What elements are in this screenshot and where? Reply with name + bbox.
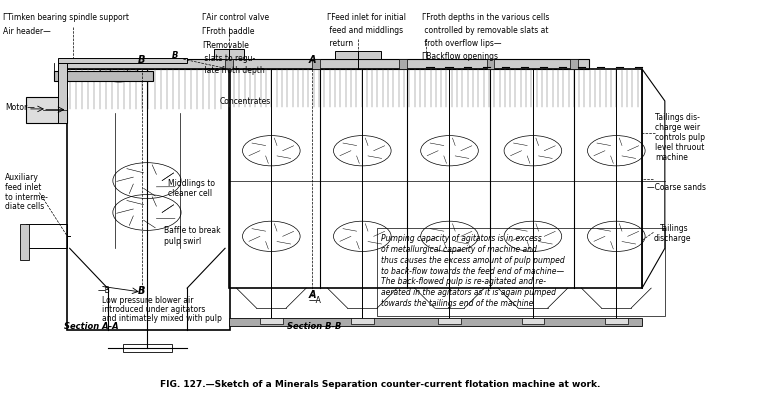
Text: towards the tailings end of the machine: towards the tailings end of the machine <box>380 299 533 308</box>
Bar <box>26 225 68 248</box>
Text: ΓFroth paddle: ΓFroth paddle <box>202 27 255 36</box>
Bar <box>123 344 172 352</box>
Text: FIG. 127.—Sketch of a Minerals Separation counter-current flotation machine at w: FIG. 127.—Sketch of a Minerals Separatio… <box>161 380 600 389</box>
Text: controls pulp: controls pulp <box>655 133 705 142</box>
Text: thus causes the excess amount of pulp pumped: thus causes the excess amount of pulp pu… <box>380 256 564 265</box>
Text: Air header—: Air header— <box>3 27 51 36</box>
Bar <box>377 229 665 316</box>
Text: Tailings dis-: Tailings dis- <box>655 113 700 122</box>
Text: of metallurgical capacity of machine and: of metallurgical capacity of machine and <box>380 245 537 254</box>
Text: ΓRemovable: ΓRemovable <box>202 41 249 50</box>
Text: Low pressure blower air: Low pressure blower air <box>102 296 194 305</box>
Text: Middlings to: Middlings to <box>168 178 215 188</box>
Text: Tailings: Tailings <box>660 225 688 233</box>
Text: ΓAir control valve: ΓAir control valve <box>202 13 269 22</box>
Text: Section A-A: Section A-A <box>64 322 118 331</box>
Bar <box>605 318 628 324</box>
Text: Pumping capacity of agitators is in excess: Pumping capacity of agitators is in exce… <box>380 234 541 243</box>
Text: aerated in the agitators as it is again pumped: aerated in the agitators as it is again … <box>380 288 556 297</box>
Text: ΓTimken bearing spindle support: ΓTimken bearing spindle support <box>3 13 129 22</box>
Text: machine: machine <box>655 153 688 162</box>
Text: —B: —B <box>97 286 110 295</box>
Bar <box>351 318 374 324</box>
Bar <box>400 59 407 69</box>
Bar <box>21 225 30 260</box>
Text: froth overflow lips—: froth overflow lips— <box>422 39 501 48</box>
Text: and intimately mixed with pulp: and intimately mixed with pulp <box>102 314 222 323</box>
Text: The back-flowed pulp is re-agitated and re-: The back-flowed pulp is re-agitated and … <box>380 277 546 286</box>
Text: Motor—: Motor— <box>5 103 35 112</box>
Text: level thruout: level thruout <box>655 143 705 152</box>
Text: controlled by removable slats at: controlled by removable slats at <box>422 26 549 35</box>
Bar <box>59 58 187 63</box>
Bar <box>521 318 544 324</box>
Bar <box>486 59 494 69</box>
Bar <box>229 69 642 288</box>
Bar <box>26 97 68 123</box>
Text: A: A <box>308 55 316 65</box>
Text: —Coarse sands: —Coarse sands <box>648 182 706 192</box>
Bar <box>229 318 642 326</box>
Text: B: B <box>138 286 145 296</box>
Text: cleaner cell: cleaner cell <box>168 188 212 198</box>
Text: ΓFroth depths in the various cells: ΓFroth depths in the various cells <box>422 13 549 22</box>
Bar <box>312 59 320 69</box>
Bar <box>438 318 461 324</box>
Text: Auxiliary: Auxiliary <box>5 172 39 182</box>
Text: ΓBackflow openings: ΓBackflow openings <box>422 52 498 61</box>
Text: —A: —A <box>308 296 321 305</box>
Text: B: B <box>172 51 178 60</box>
Text: pulp swirl: pulp swirl <box>164 237 202 246</box>
Text: feed inlet: feed inlet <box>5 182 42 192</box>
Text: Concentrates: Concentrates <box>220 97 271 106</box>
Text: Baffle to break: Baffle to break <box>164 227 221 235</box>
Text: to interme-: to interme- <box>5 192 48 202</box>
Bar <box>55 71 153 81</box>
Bar <box>67 69 230 330</box>
Text: feed and middlings: feed and middlings <box>327 26 403 35</box>
Bar <box>335 51 380 59</box>
Bar <box>570 59 578 69</box>
Text: B: B <box>138 55 145 65</box>
Text: Section B-B: Section B-B <box>288 322 342 331</box>
Text: A: A <box>308 290 316 300</box>
Text: diate cells: diate cells <box>5 203 44 211</box>
Bar <box>225 59 233 69</box>
Bar <box>260 318 282 324</box>
Text: return: return <box>327 39 354 48</box>
Text: introduced under agitators: introduced under agitators <box>102 305 205 314</box>
Text: discharge: discharge <box>654 234 691 243</box>
Bar <box>66 59 589 69</box>
Text: slats to regu-: slats to regu- <box>202 54 256 63</box>
Bar <box>214 49 244 59</box>
Circle shape <box>100 62 138 82</box>
Text: ΓFeed inlet for initial: ΓFeed inlet for initial <box>327 13 406 22</box>
Bar <box>59 63 68 123</box>
Text: charge weir: charge weir <box>655 123 700 132</box>
Text: to back-flow towards the feed end of machine—: to back-flow towards the feed end of mac… <box>380 267 564 275</box>
Text: late froth depth: late froth depth <box>202 66 265 75</box>
